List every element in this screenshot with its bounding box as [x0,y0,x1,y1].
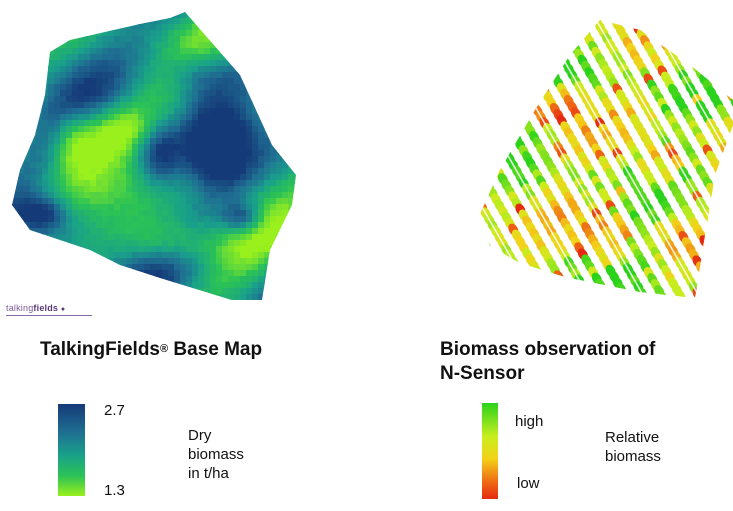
registered-mark: ® [160,343,169,355]
colorbar-high-label: high [515,413,544,430]
dry-biomass-colorbar [58,404,85,496]
logo-bold-text: fields [33,303,59,313]
relative-biomass-description: Relative biomass [605,428,661,466]
colorbar-max-label: 2.7 [104,402,125,419]
desc-line-1: Dry [188,427,212,444]
logo-dot-icon: ● [60,306,66,313]
base-map-title: TalkingFields® Base Map [40,338,262,362]
colorbar-min-label: 1.3 [104,482,125,499]
dry-biomass-description: Dry biomass in t/ha [188,426,244,483]
logo-thin-text: talking [6,303,34,313]
colorbar-low-label: low [517,475,540,492]
rel-desc-line-1: Relative [605,429,660,446]
nsensor-title-line1: Biomass observation of [440,339,656,360]
base-map [0,0,300,300]
base-map-title-brand: TalkingFields [40,339,161,360]
desc-line-2: biomass [188,446,244,463]
desc-line-3: in t/ha [188,465,229,482]
rel-desc-line-2: biomass [605,448,661,465]
base-map-title-suffix: Base Map [168,339,263,360]
talkingfields-logo: talkingfields ● [6,303,92,316]
nsensor-title: Biomass observation of N-Sensor [440,338,655,386]
relative-biomass-colorbar [482,403,498,499]
nsensor-title-line2: N-Sensor [440,363,525,384]
